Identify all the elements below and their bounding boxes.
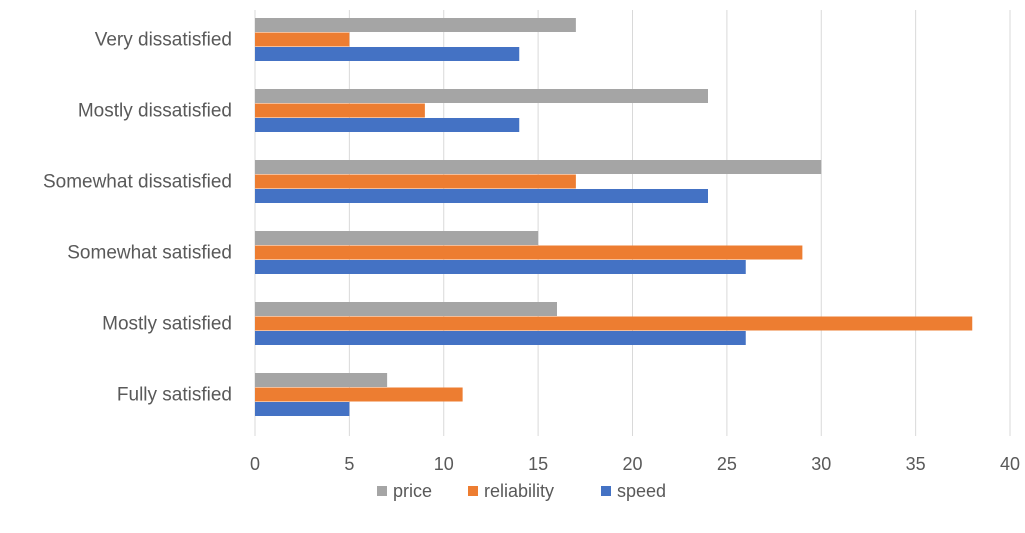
bar-speed-5 xyxy=(255,402,350,416)
bar-reliability-2 xyxy=(255,174,576,189)
tick-label-25: 25 xyxy=(717,454,737,474)
x-axis-tick-labels: 0 5 10 15 20 25 30 35 40 xyxy=(250,454,1020,474)
bars xyxy=(255,18,973,416)
bar-price-3 xyxy=(255,231,539,245)
category-label-4: Mostly satisfied xyxy=(102,313,232,334)
legend-swatch-price xyxy=(377,486,387,496)
category-labels: Very dissatisfied Mostly dissatisfied Some… xyxy=(43,29,232,405)
bar-speed-4 xyxy=(255,331,746,345)
bar-reliability-0 xyxy=(255,32,350,47)
category-label-0: Very dissatisfied xyxy=(95,29,232,50)
category-label-1: Mostly dissatisfied xyxy=(78,100,232,121)
tick-label-20: 20 xyxy=(622,454,642,474)
tick-label-35: 35 xyxy=(906,454,926,474)
bar-reliability-4 xyxy=(255,316,973,331)
legend-item-price: price xyxy=(377,481,432,501)
gridlines xyxy=(254,10,1011,436)
legend-swatch-reliability xyxy=(468,486,478,496)
bar-price-5 xyxy=(255,373,388,387)
legend-swatch-speed xyxy=(601,486,611,496)
bar-speed-0 xyxy=(255,47,520,61)
category-label-5: Fully satisfied xyxy=(117,384,232,405)
legend-label-price: price xyxy=(393,481,432,501)
tick-label-10: 10 xyxy=(434,454,454,474)
legend-label-reliability: reliability xyxy=(484,481,554,501)
legend-item-speed: speed xyxy=(601,481,666,501)
bar-speed-2 xyxy=(255,189,708,203)
tick-label-30: 30 xyxy=(811,454,831,474)
category-label-2: Somewhat dissatisfied xyxy=(43,171,232,192)
tick-label-0: 0 xyxy=(250,454,260,474)
bar-price-4 xyxy=(255,302,557,316)
category-label-3: Somewhat satisfied xyxy=(67,242,232,263)
bar-price-0 xyxy=(255,18,576,32)
legend: price reliability speed xyxy=(377,481,666,501)
legend-label-speed: speed xyxy=(617,481,666,501)
bar-reliability-5 xyxy=(255,387,463,402)
tick-label-5: 5 xyxy=(344,454,354,474)
bar-speed-1 xyxy=(255,118,520,132)
bar-speed-3 xyxy=(255,260,746,274)
bar-price-2 xyxy=(255,160,822,174)
bar-price-1 xyxy=(255,89,708,103)
bar-reliability-1 xyxy=(255,103,425,118)
tick-label-15: 15 xyxy=(528,454,548,474)
legend-item-reliability: reliability xyxy=(468,481,554,501)
tick-label-40: 40 xyxy=(1000,454,1020,474)
bar-reliability-3 xyxy=(255,245,803,260)
